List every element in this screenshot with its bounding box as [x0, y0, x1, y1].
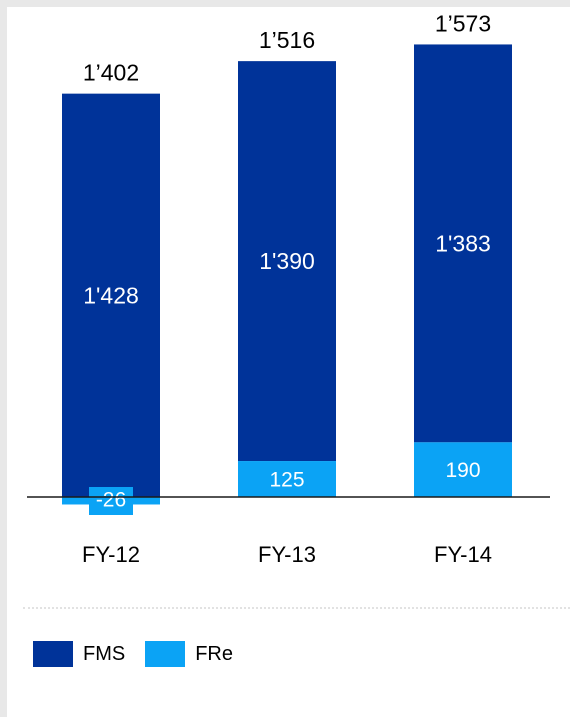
label-total-fy-12: 1’402 [83, 60, 139, 86]
legend-label-fre: FRe [195, 642, 234, 665]
stacked-bar-chart: 1'428 -26 1’402 FY-12 1'390 125 1’516 FY-13 1'38… [27, 11, 550, 567]
x-tick-fy-13: FY-13 [258, 542, 316, 567]
label-total-fy-14: 1’573 [435, 11, 491, 37]
bar-fms-fy-13 [238, 61, 336, 462]
label-fms-fy-13: 1'390 [259, 248, 315, 274]
legend: FMS FRe [33, 641, 253, 667]
divider [23, 607, 570, 609]
legend-swatch-fms [33, 641, 73, 667]
label-fre-fy-14: 190 [445, 459, 480, 482]
label-fre-fy-13: 125 [269, 469, 304, 492]
chart-card: 1'428 -26 1’402 FY-12 1'390 125 1’516 FY-13 1'38… [7, 7, 570, 717]
legend-item-fre: FRe [145, 641, 233, 667]
label-fre-fy-12: -26 [96, 489, 126, 512]
bar-fms-fy-12 [62, 93, 160, 498]
label-total-fy-13: 1’516 [259, 27, 315, 53]
label-box-fre-fy-12 [89, 487, 133, 515]
bar-fms-fy-14 [414, 44, 512, 443]
legend-swatch-fre [145, 641, 186, 667]
x-tick-fy-14: FY-14 [434, 542, 492, 567]
label-fms-fy-12: 1'428 [83, 282, 139, 308]
legend-label-fms: FMS [83, 642, 126, 665]
label-fms-fy-14: 1'383 [435, 230, 491, 256]
bar-fre-fy-13 [238, 461, 336, 497]
bar-fre-fy-14 [414, 442, 512, 497]
x-tick-fy-12: FY-12 [82, 542, 140, 567]
legend-item-fms: FMS [33, 641, 125, 667]
